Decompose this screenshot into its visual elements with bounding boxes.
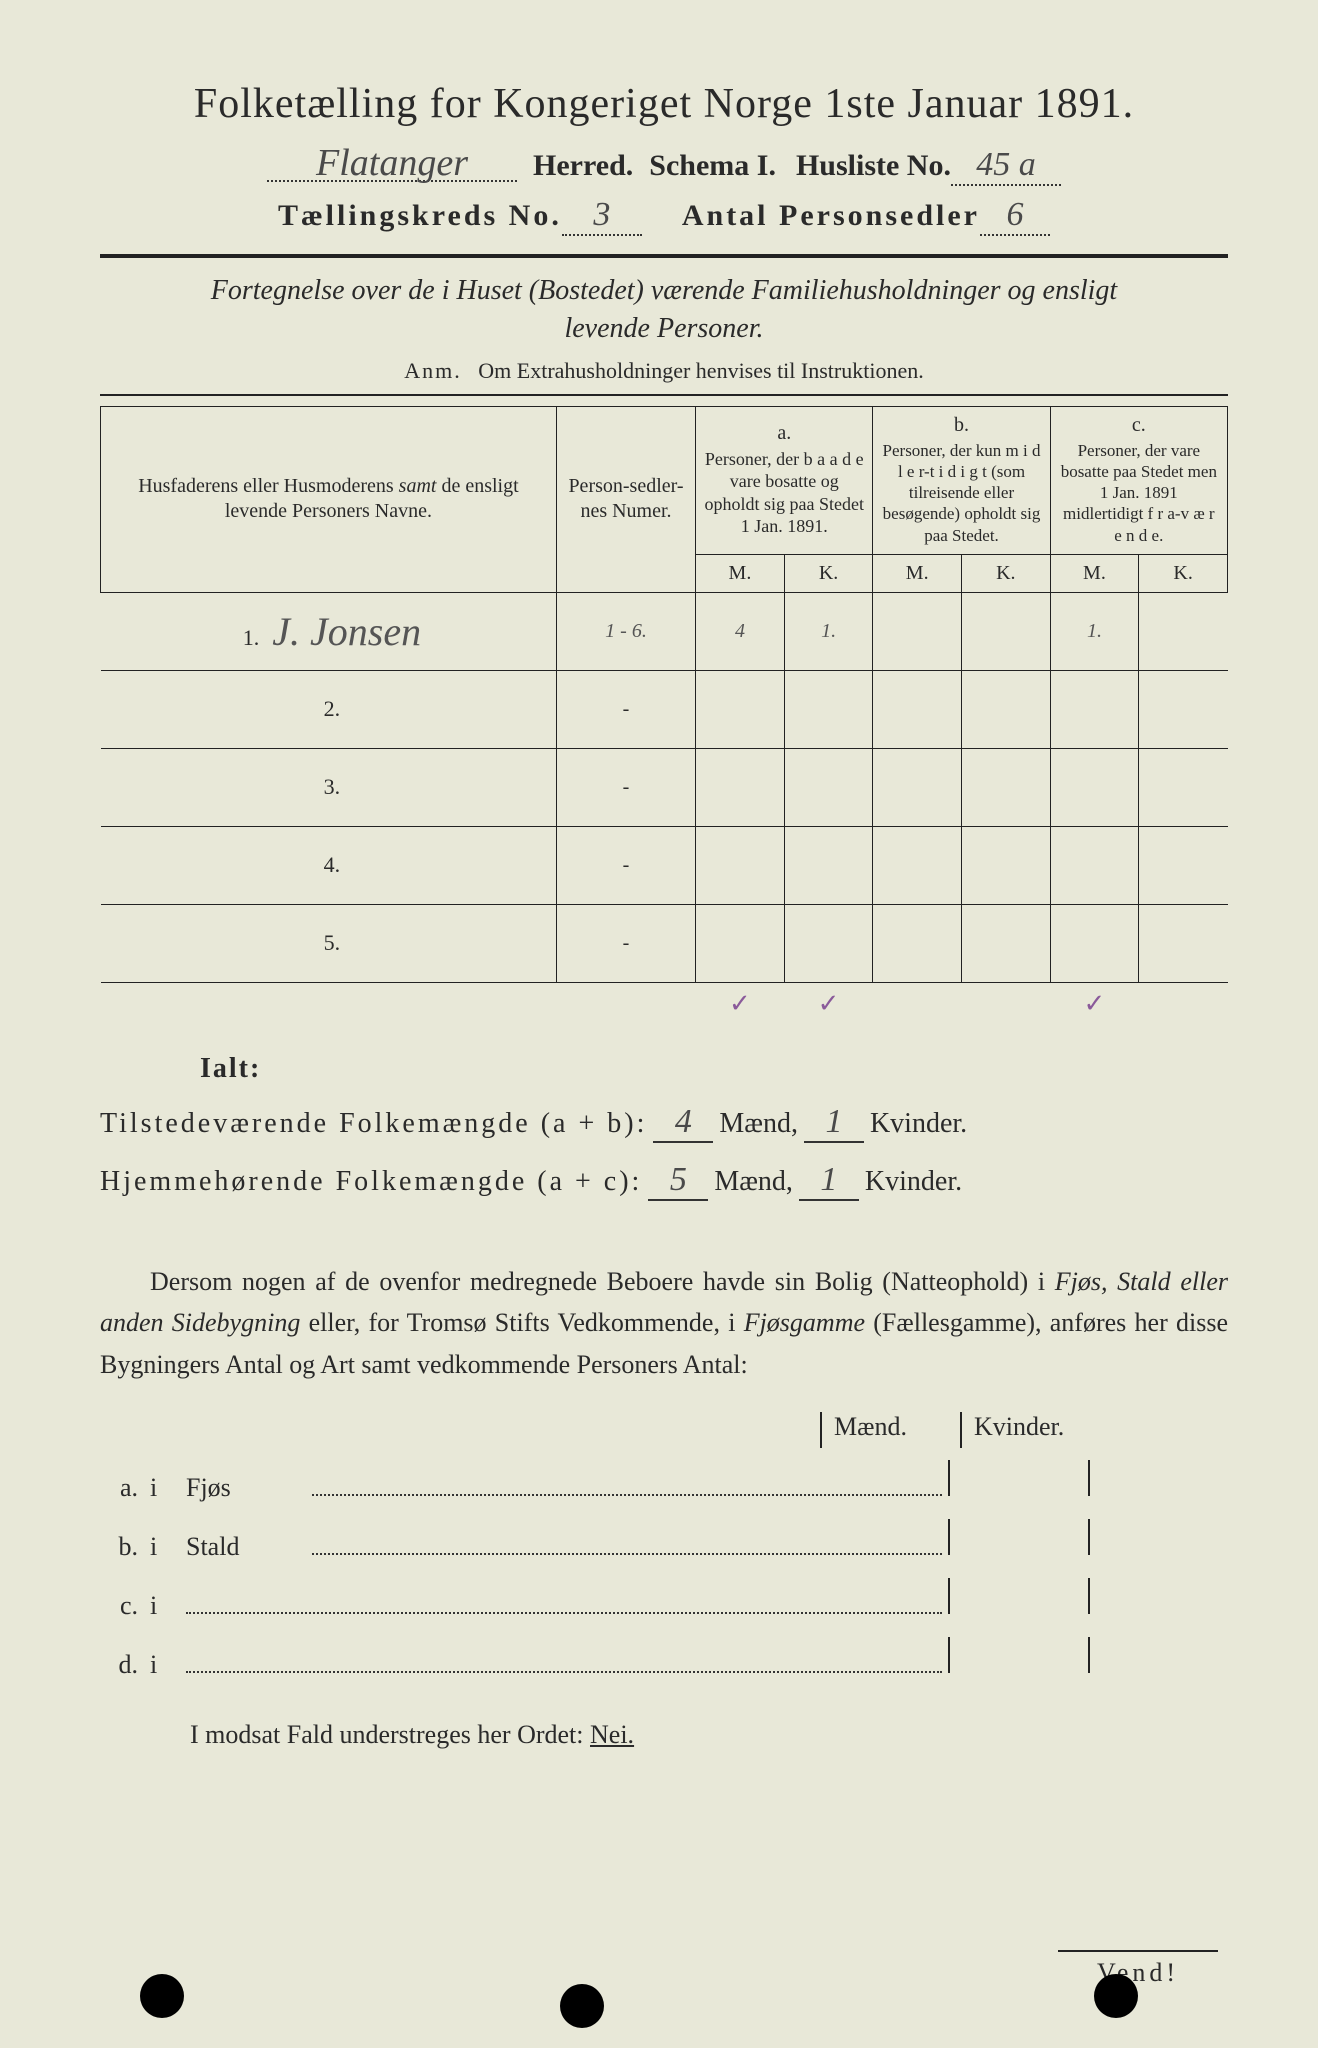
mk-header: Mænd. Kvinder. — [820, 1412, 1228, 1448]
husliste-label: Husliste No. — [796, 149, 951, 183]
rule-above-table — [100, 394, 1228, 396]
antal-label: Antal Personsedler — [682, 199, 980, 233]
totals-section: Ialt: Tilstedeværende Folkemængde (a + b… — [100, 1053, 1228, 1201]
kreds-label: Tællingskreds No. — [278, 199, 562, 233]
resident-men: 5 — [648, 1161, 708, 1201]
subtitle: Fortegnelse over de i Huset (Bostedet) v… — [140, 272, 1188, 348]
rule-top — [100, 254, 1228, 258]
antal-field: 6 — [980, 196, 1050, 236]
maend-header: Mænd. — [820, 1412, 960, 1448]
th-name: Husfaderens eller Husmoderens samt de en… — [101, 406, 557, 592]
body-paragraph: Dersom nogen af de ovenfor medregnede Be… — [100, 1261, 1228, 1386]
punch-hole — [560, 1984, 604, 2028]
buildings-section: Mænd. Kvinder. a. i Fjøs b. i Stald c. i… — [100, 1412, 1228, 1680]
anm-line: Anm. Om Extrahusholdninger henvises til … — [100, 358, 1228, 384]
census-form-page: Folketælling for Kongeriget Norge 1ste J… — [0, 0, 1318, 1790]
building-row-b: b. i Stald — [100, 1519, 1228, 1562]
anm-label: Anm. — [404, 358, 462, 383]
th-am: M. — [696, 554, 785, 592]
table-body: 1. J. Jonsen 1 - 6. 4 1. 1. 2. - 3. - 4. — [101, 592, 1228, 1025]
th-c: c. Personer, der vare bosatte paa Stedet… — [1050, 406, 1227, 554]
cell-cm: 1. — [1050, 592, 1139, 670]
husliste-field: 45 a — [951, 146, 1061, 186]
th-bm: M. — [873, 554, 962, 592]
cell-num: 1 - 6. — [556, 592, 695, 670]
punch-hole — [1094, 1974, 1138, 2018]
building-row-c: c. i — [100, 1578, 1228, 1621]
table-row: 4. - — [101, 826, 1228, 904]
totals-line-1: Tilstedeværende Folkemængde (a + b): 4 M… — [100, 1103, 1228, 1143]
kreds-field: 3 — [562, 196, 642, 236]
cell-bm — [873, 592, 962, 670]
table-row: 2. - — [101, 670, 1228, 748]
present-women: 1 — [804, 1103, 864, 1143]
totals-line-2: Hjemmehørende Folkemængde (a + c): 5 Mæn… — [100, 1161, 1228, 1201]
punch-hole — [140, 1974, 184, 2018]
cell-ak: 1. — [784, 592, 873, 670]
household-table: Husfaderens eller Husmoderens samt de en… — [100, 406, 1228, 1025]
th-b: b. Personer, der kun m i d l e r-t i d i… — [873, 406, 1050, 554]
th-ak: K. — [784, 554, 873, 592]
page-title: Folketælling for Kongeriget Norge 1ste J… — [100, 80, 1228, 128]
building-row-a: a. i Fjøs — [100, 1460, 1228, 1503]
table-row: 1. J. Jonsen 1 - 6. 4 1. 1. — [101, 592, 1228, 670]
check-ak: ✓ — [784, 982, 873, 1025]
kvinder-header: Kvinder. — [960, 1412, 1100, 1448]
table-row: 5. - — [101, 904, 1228, 982]
cell-name: 1. J. Jonsen — [101, 592, 557, 670]
dotted-fill — [312, 1467, 942, 1496]
nei-word: Nei. — [590, 1720, 634, 1749]
header-line-2: Tællingskreds No. 3 Antal Personsedler 6 — [100, 196, 1228, 236]
nei-line: I modsat Fald understreges her Ordet: Ne… — [100, 1720, 1228, 1750]
ialt-label: Ialt: — [200, 1053, 1228, 1085]
vend-label: Vend! — [1058, 1950, 1218, 1988]
schema-label: Schema I. — [649, 149, 776, 183]
check-am: ✓ — [696, 982, 785, 1025]
cell-bk — [962, 592, 1051, 670]
herred-label: Herred. — [533, 149, 633, 183]
cell-am: 4 — [696, 592, 785, 670]
resident-women: 1 — [799, 1161, 859, 1201]
check-cm: ✓ — [1050, 982, 1139, 1025]
anm-text: Om Extrahusholdninger henvises til Instr… — [478, 358, 923, 383]
th-a: a. Personer, der b a a d e vare bosatte … — [696, 406, 873, 554]
th-ck: K. — [1139, 554, 1228, 592]
building-row-d: d. i — [100, 1637, 1228, 1680]
header-line-1: Flatanger Herred. Schema I. Husliste No.… — [100, 146, 1228, 186]
cell-ck — [1139, 592, 1228, 670]
table-row: 3. - — [101, 748, 1228, 826]
present-men: 4 — [653, 1103, 713, 1143]
check-row: ✓ ✓ ✓ — [101, 982, 1228, 1025]
th-bk: K. — [962, 554, 1051, 592]
th-cm: M. — [1050, 554, 1139, 592]
herred-field: Flatanger — [267, 146, 517, 182]
th-num: Person-sedler-nes Numer. — [556, 406, 695, 592]
